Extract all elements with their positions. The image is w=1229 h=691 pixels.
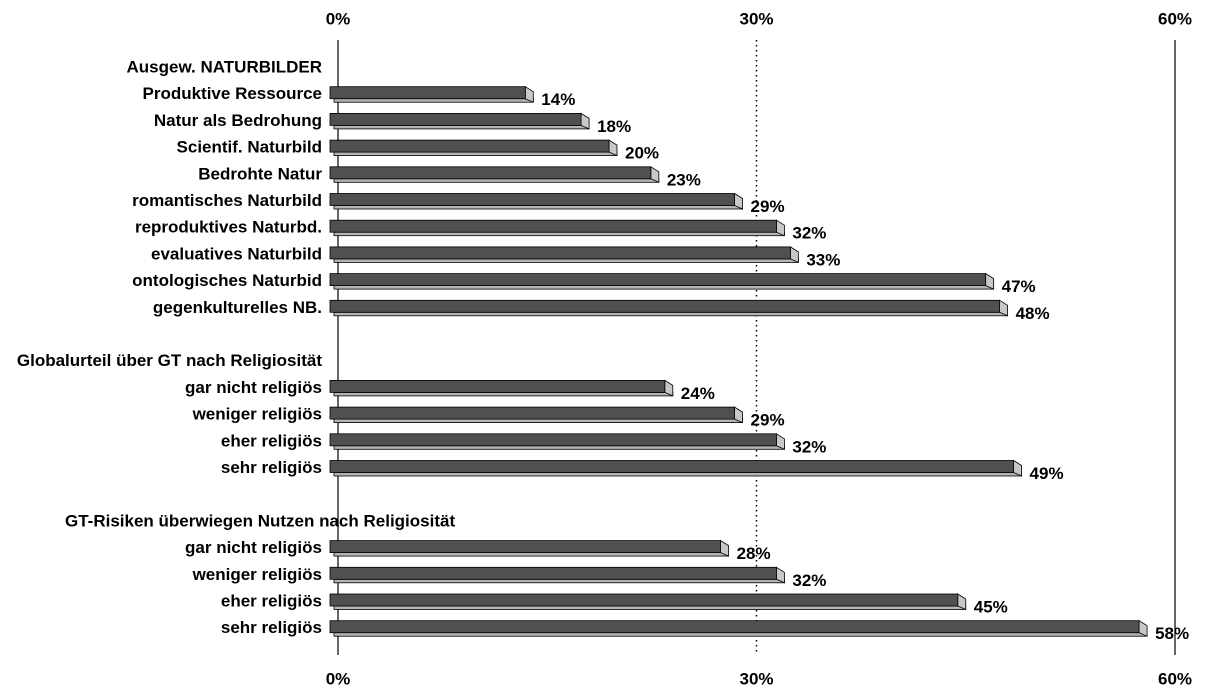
value-label: 32% <box>792 571 826 590</box>
x-tick-label-top: 30% <box>739 9 773 28</box>
bar <box>329 166 660 183</box>
bar-bottom <box>333 125 590 130</box>
bar <box>329 619 1148 637</box>
bar-bottom <box>333 418 743 424</box>
bar-front <box>329 166 652 180</box>
category-label: Bedrohte Natur <box>198 164 322 183</box>
bar <box>329 539 730 557</box>
value-label: 48% <box>1016 304 1050 323</box>
value-label: 24% <box>681 384 715 403</box>
bar-bottom <box>333 445 785 450</box>
bar-bottom <box>333 578 785 584</box>
category-label: reproduktives Naturbd. <box>135 218 322 237</box>
bar <box>329 246 799 264</box>
bar <box>329 433 785 450</box>
bar <box>329 406 743 424</box>
group-header: GT-Risiken überwiegen Nutzen nach Religi… <box>65 511 455 530</box>
bar <box>329 379 674 397</box>
bar-front <box>329 193 735 206</box>
group-header: Ausgew. NATURBILDER <box>127 57 323 76</box>
bar-bottom <box>333 605 967 610</box>
category-label: romantisches Naturbild <box>132 191 322 210</box>
bar-bottom <box>333 151 618 157</box>
bar-front <box>329 273 987 287</box>
bar-bottom <box>333 285 995 290</box>
value-label: 32% <box>792 437 826 456</box>
bar-front <box>329 379 666 393</box>
bar-front <box>329 593 959 607</box>
value-label: 47% <box>1002 277 1036 296</box>
category-label: weniger religiös <box>192 565 322 584</box>
category-label: gegenkulturelles NB. <box>153 298 322 317</box>
category-label: ontologisches Naturbid <box>132 271 322 290</box>
value-label: 33% <box>806 250 840 269</box>
bar-front <box>329 299 1000 313</box>
bar-bottom <box>333 205 743 210</box>
bar <box>329 299 1008 317</box>
bar <box>329 593 967 611</box>
category-label: Scientif. Naturbild <box>177 138 322 157</box>
value-label: 23% <box>667 170 701 189</box>
category-label: evaluatives Naturbild <box>151 244 322 263</box>
value-label: 28% <box>737 544 771 563</box>
bar <box>329 85 534 103</box>
bar-front <box>329 540 722 553</box>
value-label: 58% <box>1155 624 1189 643</box>
bar <box>329 566 785 584</box>
bar <box>329 219 785 237</box>
bar-bottom <box>333 391 674 397</box>
x-tick-label-top: 0% <box>326 9 351 28</box>
bar-front <box>329 246 791 260</box>
value-label: 45% <box>974 597 1008 616</box>
bar-front <box>329 433 777 447</box>
x-tick-label-bottom: 30% <box>739 669 773 688</box>
value-label: 49% <box>1030 464 1064 483</box>
bar-bottom <box>333 178 660 183</box>
group-header: Globalurteil über GT nach Religiosität <box>17 351 322 370</box>
category-label: sehr religiös <box>221 458 322 477</box>
category-label: sehr religiös <box>221 618 322 637</box>
bar-bottom <box>333 552 730 557</box>
bar-front <box>329 86 526 100</box>
x-tick-label-bottom: 60% <box>1158 669 1192 688</box>
bar <box>329 272 995 290</box>
bar-front <box>329 406 735 420</box>
category-label: eher religiös <box>221 591 322 610</box>
bar-front <box>329 219 777 233</box>
category-label: Natur als Bedrohung <box>154 111 322 130</box>
bar-front <box>329 620 1140 634</box>
bar-bottom <box>333 258 799 263</box>
value-label: 29% <box>751 411 785 430</box>
bar <box>329 192 743 210</box>
category-label: eher religiös <box>221 431 322 450</box>
category-label: Produktive Ressource <box>142 84 322 103</box>
bar-front <box>329 566 777 580</box>
value-label: 29% <box>751 197 785 216</box>
bar <box>329 139 618 157</box>
category-label: weniger religiös <box>192 405 322 424</box>
category-label: gar nicht religiös <box>185 378 322 397</box>
bar-bottom <box>333 311 1008 317</box>
value-label: 14% <box>541 90 575 109</box>
bar-bottom <box>333 231 785 237</box>
bar-front <box>329 460 1014 473</box>
bar-bottom <box>333 472 1022 477</box>
bar <box>329 459 1022 477</box>
value-label: 18% <box>597 117 631 136</box>
x-tick-label-top: 60% <box>1158 9 1192 28</box>
x-tick-label-bottom: 0% <box>326 669 351 688</box>
bar-bottom <box>333 632 1148 637</box>
value-label: 32% <box>792 224 826 243</box>
bar-bottom <box>333 98 534 103</box>
bar <box>329 112 590 130</box>
category-label: gar nicht religiös <box>185 538 322 557</box>
bar-front <box>329 139 610 153</box>
value-label: 20% <box>625 144 659 163</box>
bar-front <box>329 113 582 126</box>
